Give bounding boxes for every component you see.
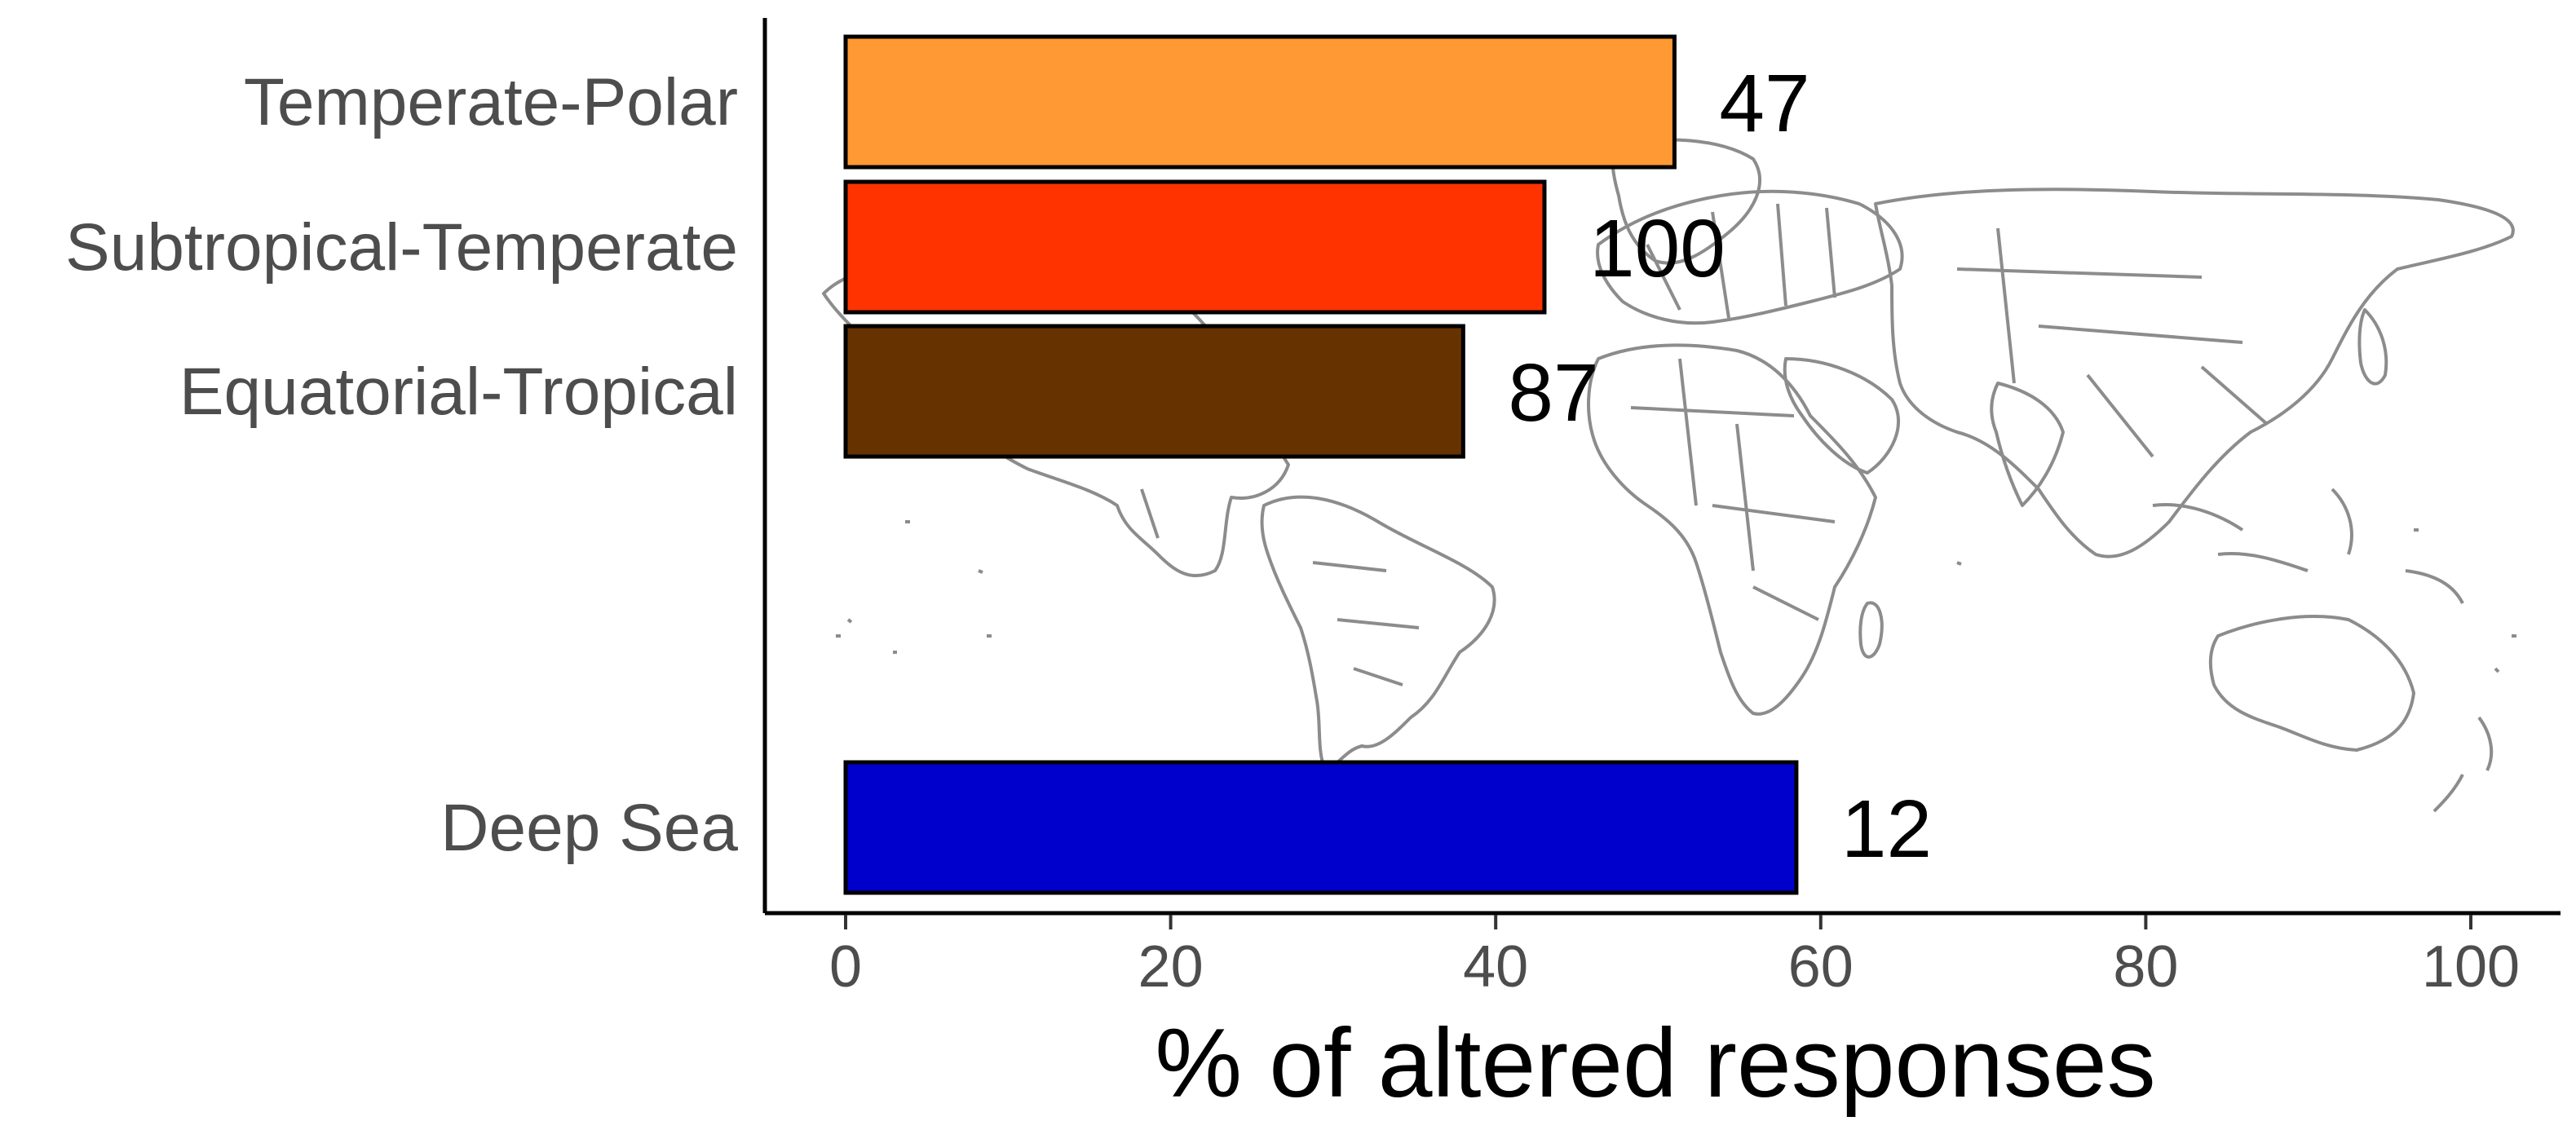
labels-layer: Temperate-Polar 47 Subtropical-Temperate 10… [65, 58, 1932, 875]
world-map-background [822, 138, 2516, 813]
x-tick-label: 80 [2113, 934, 2178, 1000]
category-label: Equatorial-Tropical [179, 355, 738, 429]
category-label: Temperate-Polar [244, 65, 738, 139]
x-ticks-layer: 0 20 40 60 80 100 [829, 915, 2520, 1000]
x-axis-title: % of altered responses [1155, 1009, 2155, 1118]
category-label: Deep Sea [440, 791, 738, 865]
x-tick-label: 20 [1138, 934, 1204, 1000]
x-tick-label: 0 [829, 934, 862, 1000]
bar-count-label: 12 [1841, 783, 1932, 875]
bars-layer [843, 34, 1799, 895]
x-tick-label: 40 [1463, 934, 1528, 1000]
x-tick-label: 100 [2422, 934, 2520, 1000]
bar-deep-sea [843, 760, 1799, 895]
bar-count-label: 87 [1508, 347, 1598, 439]
bar-equatorial-tropical [843, 324, 1465, 459]
x-tick-label: 60 [1788, 934, 1854, 1000]
bar-temperate-polar [843, 34, 1677, 170]
category-label: Subtropical-Temperate [65, 210, 738, 285]
bar-subtropical-temperate [843, 179, 1547, 315]
bar-count-label: 100 [1589, 203, 1725, 294]
bar-count-label: 47 [1719, 58, 1809, 149]
